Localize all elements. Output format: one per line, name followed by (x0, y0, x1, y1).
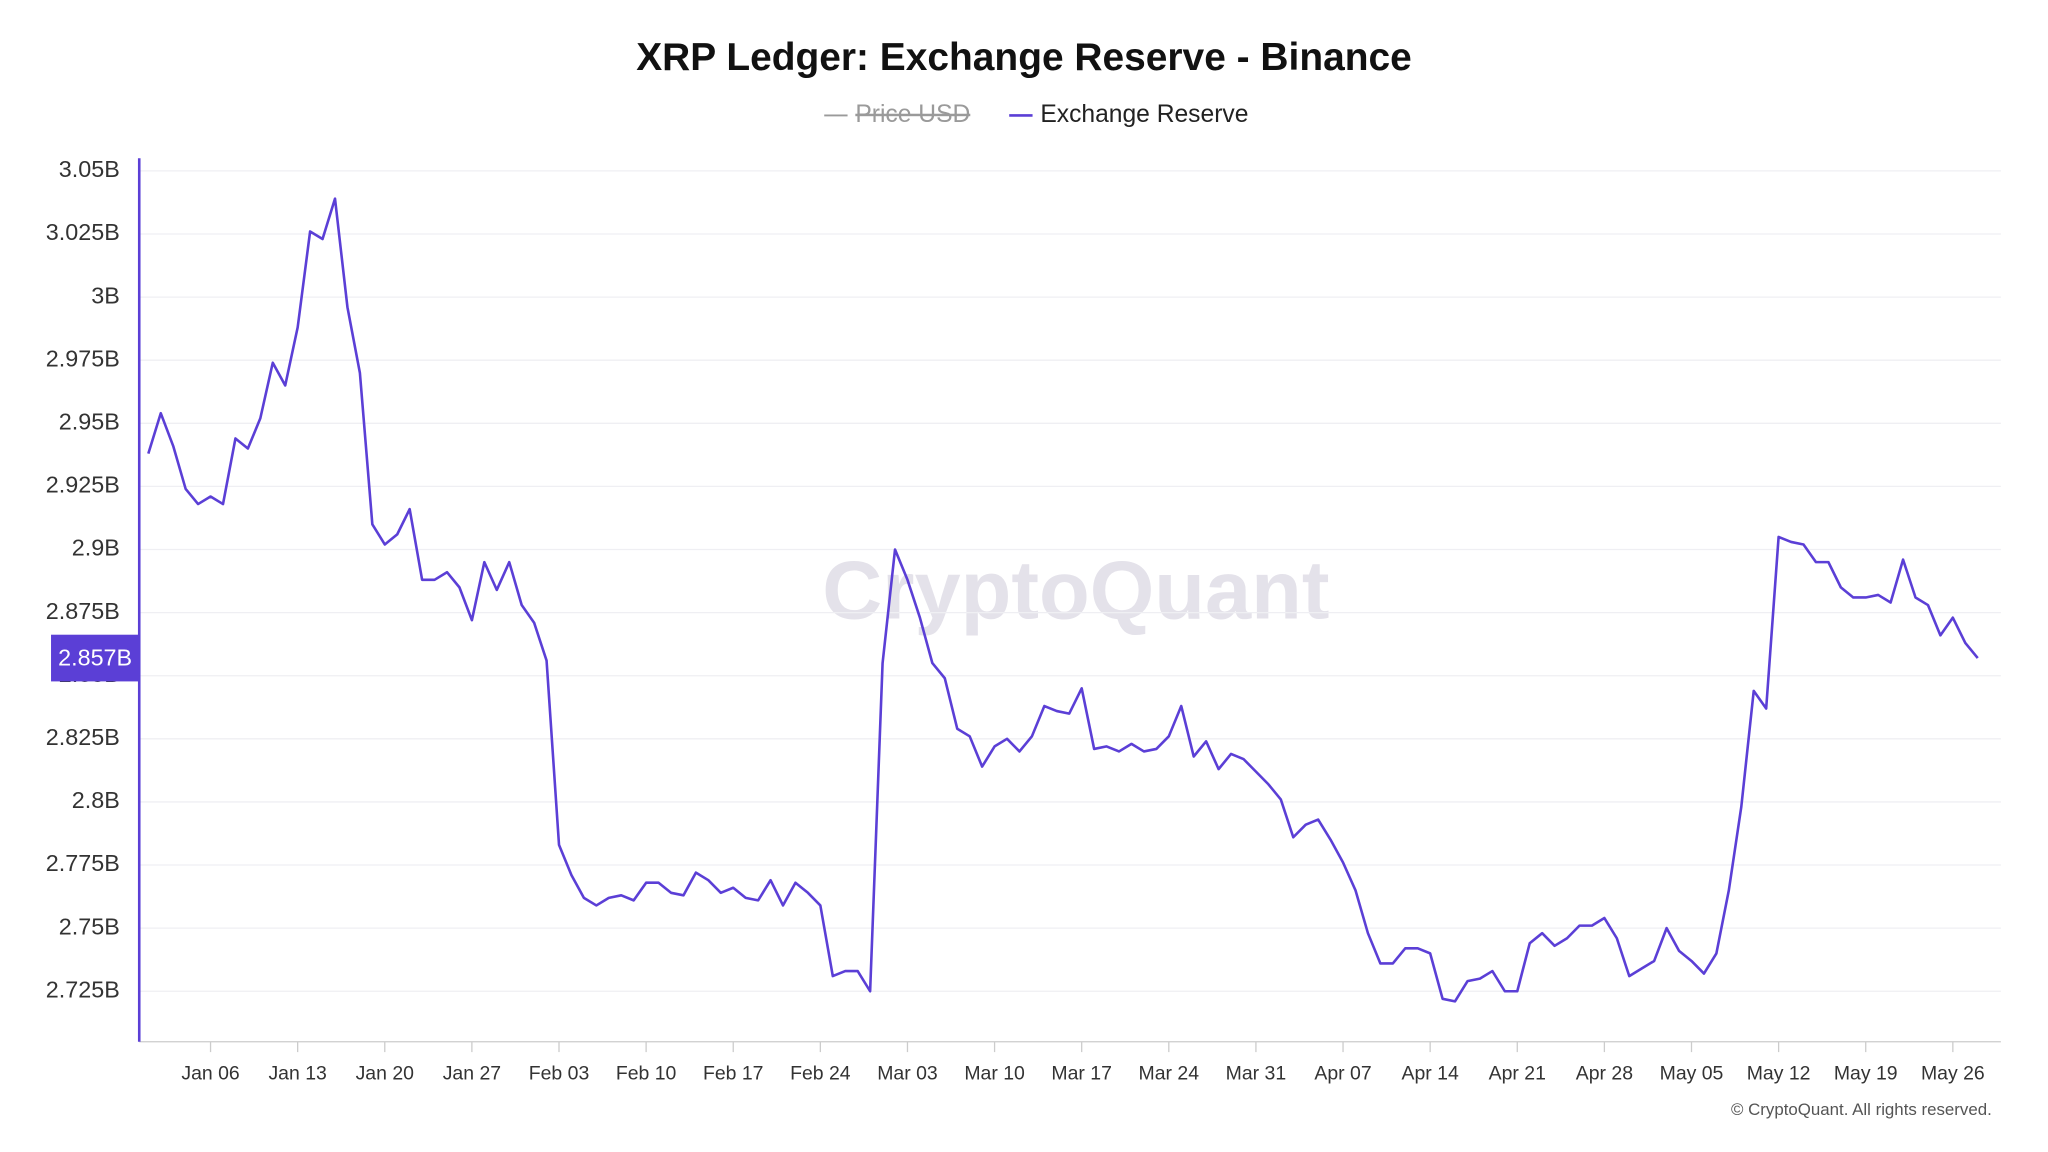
x-tick-label: Mar 31 (1226, 1062, 1287, 1084)
y-tick-label: 2.75B (59, 913, 120, 939)
x-tick-label: Mar 17 (1051, 1062, 1112, 1084)
x-tick-label: Jan 13 (268, 1062, 326, 1084)
x-tick-label: Mar 03 (877, 1062, 938, 1084)
x-tick-label: Mar 10 (964, 1062, 1025, 1084)
series-line (147, 197, 1979, 1003)
x-tick-label: Apr 21 (1489, 1062, 1546, 1084)
legend-label[interactable]: Exchange Reserve (1040, 101, 1248, 128)
legend-label[interactable]: Price USD (855, 101, 970, 128)
x-tick-label: Feb 24 (790, 1062, 851, 1084)
y-tick-label: 3B (91, 282, 120, 308)
y-tick-label: 2.975B (46, 345, 120, 371)
x-tick-label: Mar 24 (1139, 1062, 1200, 1084)
x-tick-label: Jan 06 (181, 1062, 239, 1084)
y-tick-label: 2.9B (72, 535, 120, 561)
y-tick-label: 2.8B (72, 787, 120, 813)
y-tick-label: 2.875B (46, 598, 120, 624)
x-tick-label: Feb 03 (529, 1062, 590, 1084)
x-tick-label: Jan 20 (356, 1062, 415, 1084)
y-tick-label: 2.825B (46, 724, 120, 750)
x-tick-label: Jan 27 (443, 1062, 501, 1084)
x-tick-label: Feb 10 (616, 1062, 677, 1084)
x-tick-label: Apr 28 (1576, 1062, 1633, 1084)
watermark: CryptoQuant (822, 544, 1329, 637)
current-value-badge (51, 634, 140, 682)
x-tick-label: May 12 (1747, 1062, 1811, 1084)
copyright: © CryptoQuant. All rights reserved. (1731, 1100, 1992, 1119)
y-tick-label: 3.025B (46, 219, 120, 245)
x-tick-label: Apr 14 (1402, 1062, 1459, 1084)
x-tick-label: Apr 07 (1314, 1062, 1371, 1084)
y-tick-label: 2.925B (46, 472, 120, 498)
y-tick-label: 3.05B (59, 156, 120, 182)
x-tick-label: May 26 (1921, 1062, 1985, 1084)
x-tick-label: May 05 (1660, 1062, 1724, 1084)
current-value-label: 2.857B (58, 645, 132, 671)
chart-title: XRP Ledger: Exchange Reserve - Binance (636, 36, 1412, 79)
y-tick-label: 2.775B (46, 850, 120, 876)
y-tick-label: 2.725B (46, 976, 120, 1002)
y-tick-label: 2.95B (59, 408, 120, 434)
x-tick-label: Feb 17 (703, 1062, 764, 1084)
x-tick-label: May 19 (1834, 1062, 1898, 1084)
